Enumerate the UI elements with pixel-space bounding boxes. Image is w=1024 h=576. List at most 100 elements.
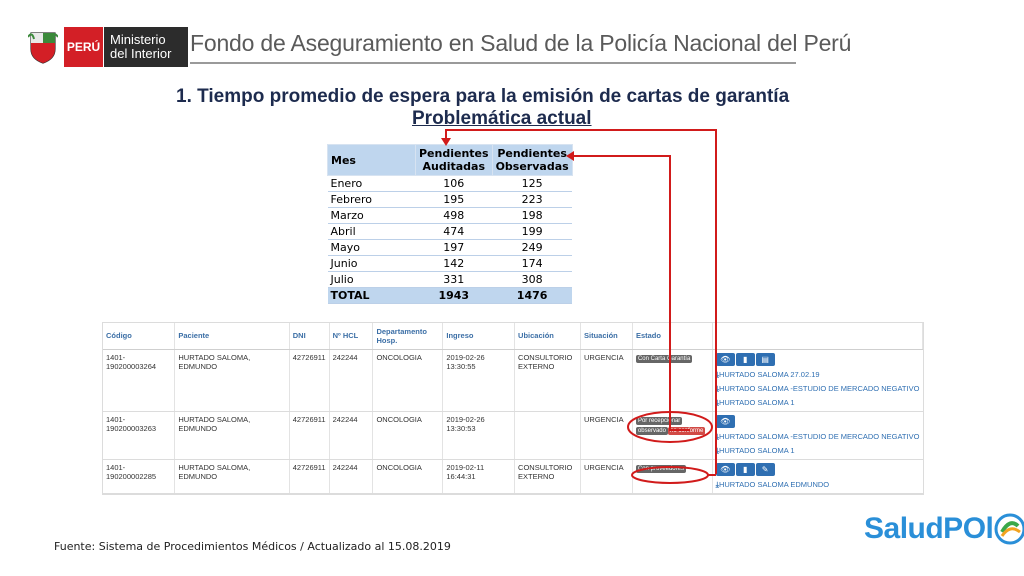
summary-header-observadas: Pendientes Observadas [491,144,573,176]
grid-header-cell[interactable]: Estado [632,323,713,350]
peru-shield-icon [27,29,59,65]
cell-ingreso: 2019-02-26 13:30:53 [442,411,516,460]
cell-situacion: URGENCIA [580,349,633,412]
arrow-head-top [441,138,451,146]
download-link-label: HURTADO SALOMA EDMUNDO [718,479,830,489]
summary-row: Abril 474 199 [327,223,573,240]
fondo-title: Fondo de Aseguramiento en Salud de la Po… [190,30,852,56]
saludpol-logo: SaludPOl [864,512,1024,546]
grid-header-cell[interactable]: DNI [289,323,330,350]
summary-total-cell: TOTAL [327,287,416,304]
summary-cell: 106 [415,175,493,192]
summary-row: Febrero 195 223 [327,191,573,208]
cell-actions: 👁 ⤓HURTADO SALOMA -ESTUDIO DE MERCADO NEG… [712,411,923,460]
cell-hcl: 242244 [329,349,374,412]
header-logos: PERÚ Ministerio del Interior [27,26,188,68]
cell-departamento: ONCOLOGIA [372,349,444,412]
download-link-label: HURTADO SALOMA 1 [718,445,795,455]
cell-paciente: HURTADO SALOMA, EDMUNDO [174,459,290,494]
download-icon: ⤓ [715,397,719,407]
grid-header-cell[interactable]: Ingreso [442,323,516,350]
pencil-button[interactable]: ✎ [755,462,775,476]
cell-codigo: 1401-190200003264 [103,349,176,412]
cell-estado: Con Carta Garantía [632,349,713,412]
eye-button[interactable]: 👁 [715,462,735,476]
eye-button[interactable]: 👁 [715,352,735,366]
download-link-label: HURTADO SALOMA 1 [718,397,795,407]
download-link[interactable]: ⤓HURTADO SALOMA 27.02.19 [716,370,920,380]
grid-header-cell[interactable]: Situación [580,323,633,350]
grid-header-cell[interactable] [712,323,924,350]
arrow-line-top [445,129,717,474]
cell-hcl: 242244 [329,459,374,494]
action-buttons: 👁 [715,414,920,428]
table-row: 1401-190200002285 HURTADO SALOMA, EDMUNDO… [103,459,923,494]
summary-cell: 331 [415,271,493,288]
saludpol-emblem-icon [994,513,1024,545]
summary-row: Junio 142 174 [327,255,573,272]
cell-paciente: HURTADO SALOMA, EDMUNDO [174,411,290,460]
download-link-label: HURTADO SALOMA 27.02.19 [718,369,820,379]
summary-total-cell: 1943 [415,287,493,304]
table-row: 1401-190200003263 HURTADO SALOMA, EDMUNDO… [103,411,923,460]
grid-header-cell[interactable]: Código [103,323,176,350]
download-icon: ⤓ [715,369,719,379]
summary-total-row: TOTAL 1943 1476 [327,287,573,304]
saludpol-logo-text: SaludPOl [864,512,994,545]
download-link[interactable]: ⤓HURTADO SALOMA -ESTUDIO DE MERCADO NEGA… [716,432,920,442]
download-link[interactable]: ⤓HURTADO SALOMA 1 [716,398,920,408]
highlight-ellipse-provider [631,466,709,484]
status-badge: Por recepcionar [635,416,683,425]
cell-estado: Con proveedores [632,459,713,494]
grid-header-cell[interactable]: Ubicación [514,323,581,350]
source-footnote: Fuente: Sistema de Procedimientos Médico… [54,540,451,553]
status-badge: Con Carta Garantía [635,354,693,363]
status-badge: Con proveedores [635,464,686,473]
download-icon: ⤓ [715,431,719,441]
cell-hcl: 242244 [329,411,374,460]
chart-button[interactable]: ▮ [735,462,755,476]
summary-cell: Junio [327,255,416,272]
ministry-line-2: del Interior [110,46,172,61]
page-title: 1. Tiempo promedio de espera para la emi… [176,86,790,107]
summary-cell: 474 [415,223,493,240]
grid-header-row: Código Paciente DNI Nº HCL Departamento Hosp… [103,323,924,350]
summary-header-row: Mes Pendientes Auditadas Pendientes Obse… [327,144,573,176]
eye-button[interactable]: 👁 [715,414,735,428]
summary-cell: 308 [492,271,573,288]
cell-ubicacion [514,411,581,460]
chart-button[interactable]: ▮ [735,352,755,366]
grid-header-cell[interactable]: Paciente [174,323,290,350]
download-link-label: HURTADO SALOMA -ESTUDIO DE MERCADO NEGAT… [718,431,920,441]
status-badge: observado [635,426,668,435]
summary-header-mes: Mes [327,144,416,176]
peru-label: PERÚ [64,27,104,67]
summary-header-auditadas: Pendientes Auditadas [415,144,493,176]
cell-codigo: 1401-190200003263 [103,411,176,460]
highlight-ellipse-observed [627,411,713,443]
grid-header-cell[interactable]: Departamento Hosp. [372,323,444,350]
download-link[interactable]: ⤓HURTADO SALOMA 1 [716,446,920,456]
cell-actions: 👁 ▮ ✎ ⤓HURTADO SALOMA EDMUNDO [712,459,923,494]
document-button[interactable]: ▤ [755,352,775,366]
summary-cell: Marzo [327,207,416,224]
cell-departamento: ONCOLOGIA [372,411,444,460]
summary-cell: Mayo [327,239,416,256]
summary-cell: Enero [327,175,416,192]
summary-cell: Julio [327,271,416,288]
cell-dni: 42726911 [289,459,330,494]
ministry-label: Ministerio del Interior [104,27,188,67]
download-link[interactable]: ⤓HURTADO SALOMA EDMUNDO [716,480,920,490]
ministry-line-1: Ministerio [110,32,166,47]
download-link[interactable]: ⤓HURTADO SALOMA -ESTUDIO DE MERCADO NEGA… [716,384,920,394]
summary-row: Julio 331 308 [327,271,573,288]
cell-ubicacion: CONSULTORIO EXTERNO [514,459,581,494]
arrow-line-observed [572,155,690,431]
summary-row: Enero 106 125 [327,175,573,192]
page-subtitle: Problemática actual [412,108,592,129]
summary-cell: 195 [415,191,493,208]
summary-table: Mes Pendientes Auditadas Pendientes Obse… [327,144,573,304]
grid-header-cell[interactable]: Nº HCL [329,323,374,350]
download-link-label: HURTADO SALOMA -ESTUDIO DE MERCADO NEGAT… [718,383,920,393]
